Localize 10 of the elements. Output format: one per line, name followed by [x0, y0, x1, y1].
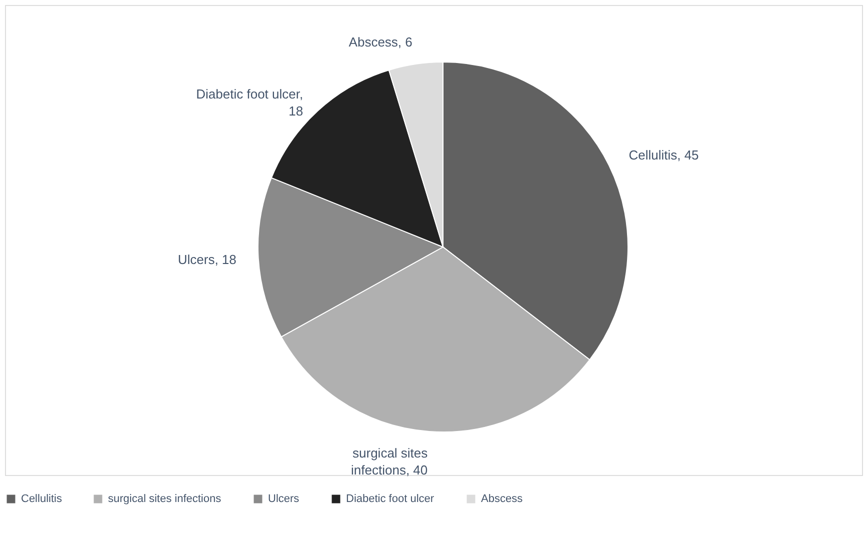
- legend-label: surgical sites infections: [108, 493, 222, 505]
- legend-label: Diabetic foot ulcer: [346, 493, 434, 505]
- data-label: Ulcers, 18: [178, 252, 236, 267]
- legend-label: Cellulitis: [21, 493, 62, 505]
- data-label: Cellulitis, 45: [628, 148, 699, 163]
- data-label: surgical sites infections, 40: [351, 445, 428, 478]
- legend-label: Ulcers: [268, 493, 300, 505]
- data-label: Diabetic foot ulcer, 18: [196, 86, 304, 118]
- legend-label: Abscess: [481, 493, 524, 505]
- data-label: Abscess, 6: [348, 34, 412, 50]
